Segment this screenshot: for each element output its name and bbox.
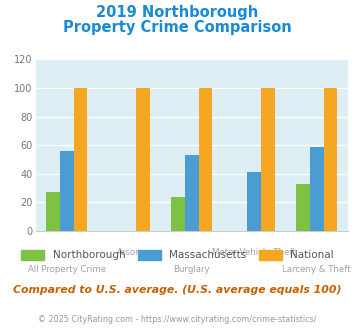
Bar bbox=[296, 184, 310, 231]
Bar bbox=[198, 88, 212, 231]
Text: All Property Crime: All Property Crime bbox=[28, 265, 106, 274]
Bar bbox=[136, 88, 150, 231]
Bar bbox=[46, 192, 60, 231]
Text: Larceny & Theft: Larceny & Theft bbox=[282, 265, 351, 274]
Text: Compared to U.S. average. (U.S. average equals 100): Compared to U.S. average. (U.S. average … bbox=[13, 285, 342, 295]
Bar bbox=[171, 197, 185, 231]
Text: 2019 Northborough: 2019 Northborough bbox=[96, 5, 259, 20]
Text: Motor Vehicle Theft: Motor Vehicle Theft bbox=[212, 248, 296, 257]
Text: Burglary: Burglary bbox=[173, 265, 210, 274]
Bar bbox=[261, 88, 275, 231]
Bar bbox=[60, 151, 73, 231]
Legend: Northborough, Massachusetts, National: Northborough, Massachusetts, National bbox=[21, 249, 334, 260]
Bar bbox=[323, 88, 337, 231]
Bar bbox=[73, 88, 87, 231]
Text: © 2025 CityRating.com - https://www.cityrating.com/crime-statistics/: © 2025 CityRating.com - https://www.city… bbox=[38, 315, 317, 324]
Text: Arson: Arson bbox=[117, 248, 142, 257]
Text: Property Crime Comparison: Property Crime Comparison bbox=[63, 20, 292, 35]
Bar bbox=[247, 172, 261, 231]
Bar bbox=[185, 155, 198, 231]
Bar bbox=[310, 147, 323, 231]
